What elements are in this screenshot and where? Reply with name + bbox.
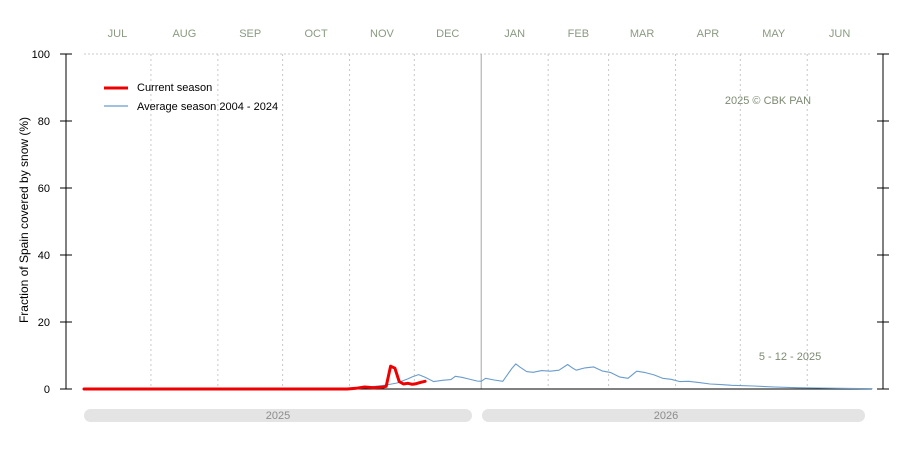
legend-average-season-label: Average season 2004 - 2024 — [137, 101, 278, 113]
series-line-current-season — [82, 364, 427, 391]
month-label-oct: OCT — [304, 28, 328, 40]
y-tick-label: 60 — [38, 183, 50, 195]
legend-current-season-label: Current season — [137, 82, 212, 94]
y-tick-label: 20 — [38, 317, 50, 329]
series-layer — [82, 363, 873, 391]
month-label-dec: DEC — [436, 28, 459, 40]
legend: Current season Average season 2004 - 202… — [104, 82, 278, 113]
y-tick-label: 40 — [38, 250, 50, 262]
year-bar-2026 — [482, 409, 865, 422]
month-label-sep: SEP — [239, 28, 261, 40]
month-label-aug: AUG — [172, 28, 196, 40]
month-label-apr: APR — [697, 28, 720, 40]
month-label-jun: JUN — [829, 28, 850, 40]
y-tick-label: 100 — [32, 49, 50, 61]
year-bars: 2025 2026 — [84, 409, 865, 422]
month-label-mar: MAR — [630, 28, 655, 40]
year-bar-2025 — [84, 409, 472, 422]
y-tick-label: 80 — [38, 116, 50, 128]
y-tick-label: 0 — [44, 384, 50, 396]
month-label-jan: JAN — [504, 28, 525, 40]
year-label-2025: 2025 — [266, 410, 290, 422]
month-label-may: MAY — [762, 28, 786, 40]
copyright-note: 2025 © CBK PAN — [725, 95, 811, 107]
series-line-average-season — [83, 363, 873, 390]
axes-layer — [60, 53, 889, 390]
date-note: 5 - 12 - 2025 — [759, 351, 821, 363]
year-label-2026: 2026 — [654, 410, 678, 422]
y-axis-label: Fraction of Spain covered by snow (%) — [17, 117, 31, 323]
month-label-feb: FEB — [568, 28, 589, 40]
month-label-nov: NOV — [370, 28, 395, 40]
text-layer: JUL AUG SEP OCT NOV DEC JAN FEB MAR APR MAY JUN 0 20 4… — [32, 28, 851, 396]
grid-layer — [84, 53, 872, 389]
month-label-jul: JUL — [108, 28, 128, 40]
